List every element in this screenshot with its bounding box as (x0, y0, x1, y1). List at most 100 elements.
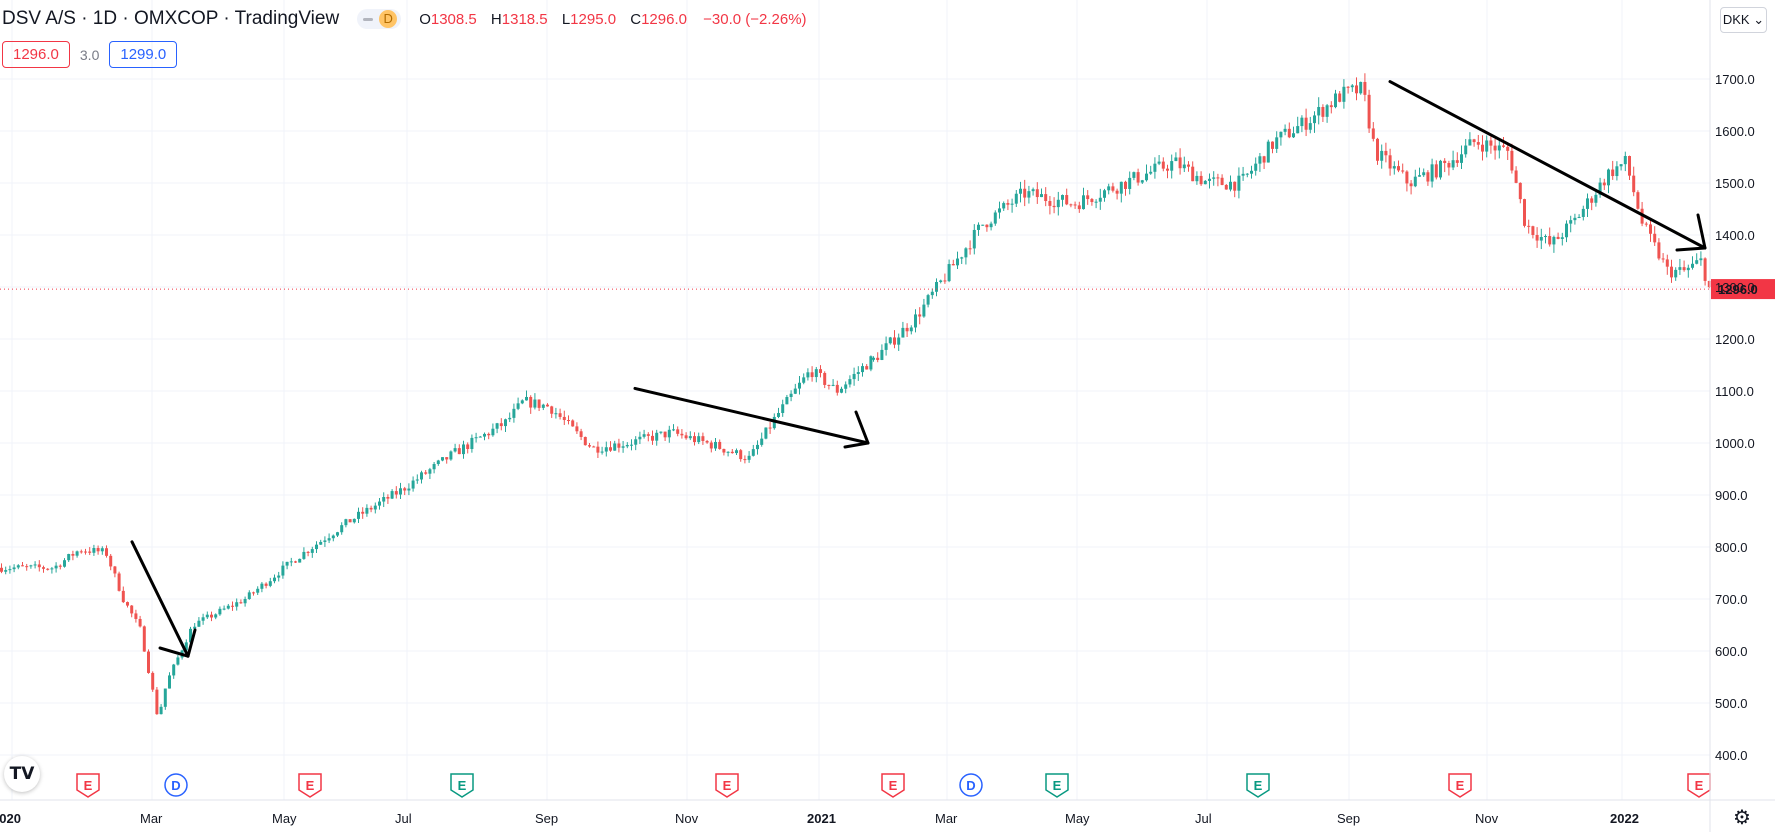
price-tick-label: 1000.0 (1715, 436, 1755, 451)
candle-body (989, 223, 993, 228)
candle-body (449, 451, 453, 460)
candle-body (1586, 198, 1589, 209)
candle-body (567, 420, 570, 422)
candle-body (390, 491, 394, 499)
candle-body (1128, 177, 1132, 189)
candle-body (718, 441, 722, 449)
candle-body (231, 605, 234, 607)
candle-body (33, 564, 37, 566)
chart-grid (0, 0, 1710, 800)
candle-body (1182, 164, 1186, 169)
candle-body (1107, 186, 1111, 191)
candle-body (424, 472, 428, 474)
candle-body (1233, 181, 1237, 191)
earnings-marker-icon (1448, 773, 1472, 798)
tradingview-logo[interactable]: TV (4, 756, 40, 792)
candle-body (951, 264, 955, 266)
candle-body (495, 423, 499, 429)
candle-body (155, 689, 159, 715)
currency-button[interactable]: DKK ⌄ (1720, 7, 1767, 33)
candle-body (315, 544, 318, 550)
trend-arrows (130, 80, 1707, 658)
candle-body (1119, 181, 1123, 194)
candle-body (226, 605, 230, 609)
symbol-title[interactable]: DSV A/S · 1D · OMXCOP · TradingView (2, 8, 340, 29)
candle-body (571, 420, 575, 427)
candle-body (1292, 133, 1295, 138)
candle-body (273, 577, 276, 582)
candle-body (302, 551, 306, 559)
candle-body (189, 628, 192, 643)
candle-body (88, 551, 92, 553)
candle-body (1695, 260, 1699, 264)
spread-value: 3.0 (79, 46, 100, 63)
data-status-pill[interactable]: D (357, 9, 402, 29)
price-tick-label: 700.0 (1715, 592, 1748, 607)
dividend-marker-icon (164, 773, 188, 797)
price-tick-label: 1400.0 (1715, 228, 1755, 243)
candle-body (67, 554, 71, 561)
candle-body (697, 436, 701, 443)
candle-body (516, 403, 520, 409)
candle-body (676, 429, 680, 434)
candle-body (1317, 106, 1321, 116)
candle-body (880, 349, 884, 360)
candle-body (1170, 161, 1174, 171)
candle-body (1397, 166, 1400, 171)
candle-body (964, 248, 968, 258)
candle-body (823, 372, 827, 385)
candle-body (914, 314, 917, 328)
candle-body (558, 413, 562, 417)
candle-body (1048, 201, 1052, 206)
candle-body (659, 431, 663, 433)
candle-body (806, 372, 810, 378)
candle-body (50, 568, 54, 570)
candle-body (583, 436, 587, 446)
candle-body (298, 558, 302, 563)
candle-body (294, 561, 297, 563)
candle-body (1510, 150, 1514, 171)
candle-body (789, 393, 793, 398)
candle-body (1329, 105, 1333, 108)
candle-body (310, 549, 314, 553)
candle-body (960, 257, 964, 259)
candle-body (79, 551, 83, 553)
candle-body (588, 445, 591, 447)
candle-body (764, 427, 768, 439)
candle-body (520, 400, 524, 404)
earnings-marker-icon (298, 773, 322, 798)
sell-price-button[interactable]: 1296.0 (2, 41, 70, 68)
candle-body (1262, 156, 1266, 163)
candle-body (1661, 258, 1665, 260)
candle-body (1602, 182, 1606, 186)
candle-body (1275, 137, 1279, 149)
candle-body (947, 264, 951, 282)
candle-body (84, 551, 87, 553)
candle-body (214, 614, 218, 618)
candle-body (1670, 266, 1673, 278)
buy-price-button[interactable]: 1299.0 (109, 41, 178, 68)
candle-body (852, 373, 856, 380)
candle-body (1313, 115, 1316, 124)
candle-body (289, 561, 293, 563)
gear-icon[interactable]: ⚙ (1733, 807, 1751, 829)
candle-body (1061, 195, 1064, 200)
candle-body (930, 291, 934, 296)
candle-body (134, 613, 138, 619)
candle-body (861, 366, 864, 373)
candle-body (751, 449, 755, 456)
time-axis[interactable]: 2020 Mar May Jul Sep Nov 2021 Mar May Jul Sep Nov 20… (0, 811, 1639, 826)
candle-body (1224, 184, 1228, 190)
candle-body (613, 443, 617, 451)
candle-body (667, 429, 671, 438)
candle-body (1208, 178, 1211, 181)
candle-body (1384, 150, 1388, 156)
candle-body (735, 450, 738, 454)
candle-body (184, 642, 188, 651)
candle-body (893, 337, 896, 345)
candle-body (1489, 140, 1493, 146)
candle-body (1082, 195, 1085, 210)
